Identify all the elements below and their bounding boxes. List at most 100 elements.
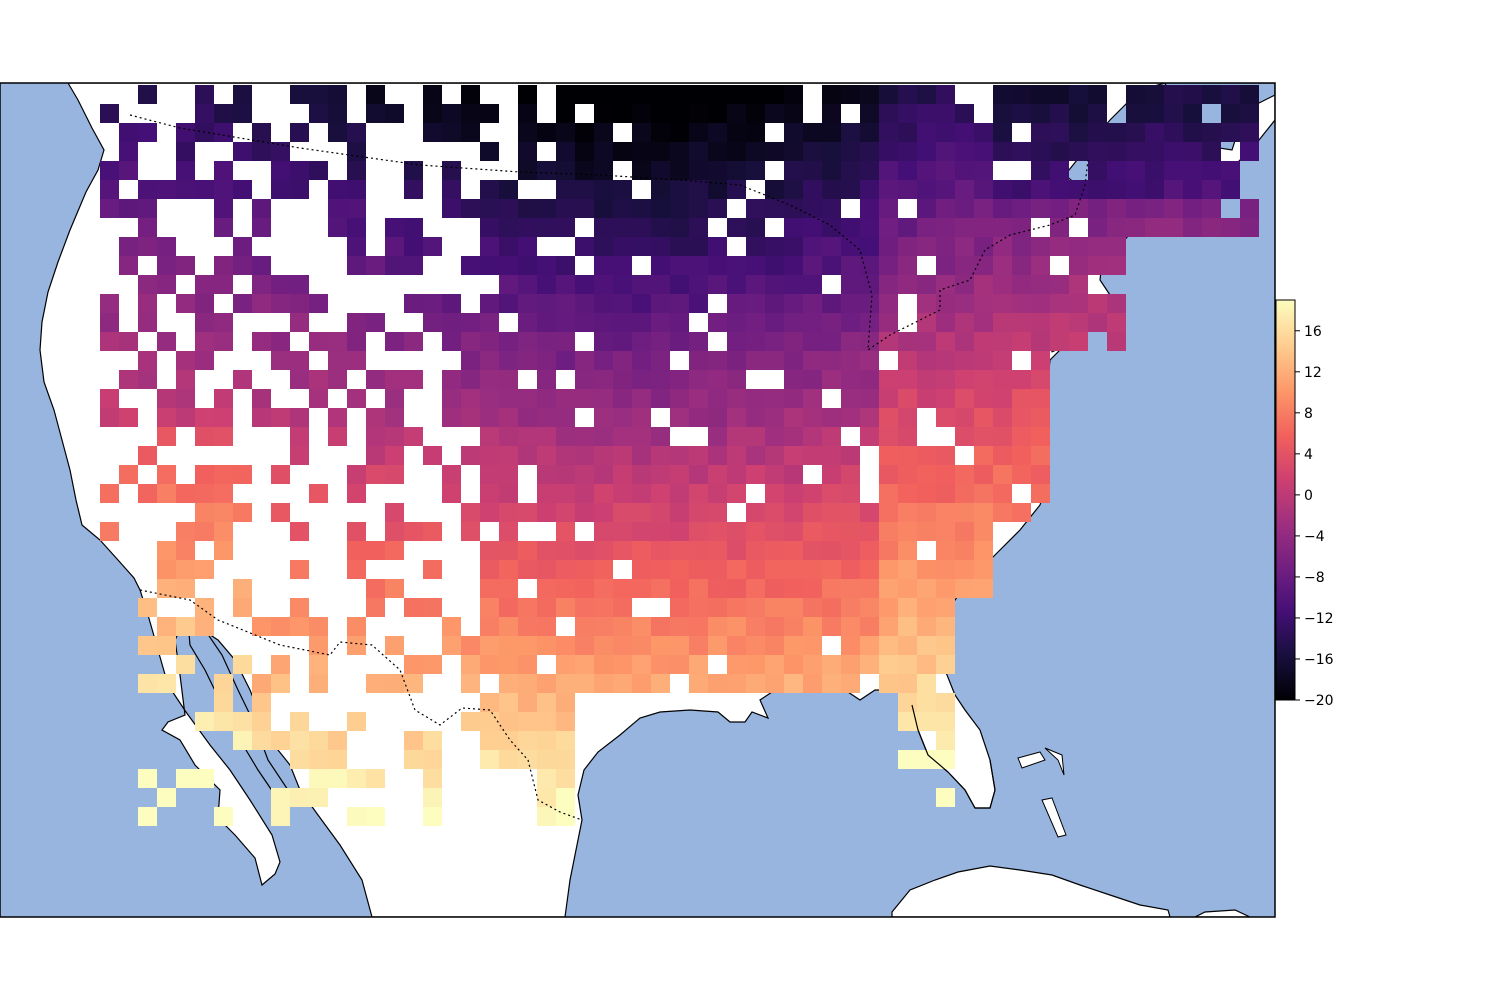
grid-cell (461, 655, 480, 674)
grid-cell (993, 389, 1012, 408)
grid-cell (594, 85, 613, 104)
grid-cell (138, 218, 157, 237)
grid-cell (689, 218, 708, 237)
grid-cell (1012, 104, 1031, 123)
grid-cell (822, 655, 841, 674)
grid-cell (841, 85, 860, 104)
grid-cell (176, 294, 195, 313)
grid-cell (214, 332, 233, 351)
grid-cell (632, 199, 651, 218)
grid-cell (556, 503, 575, 522)
grid-cell (765, 560, 784, 579)
grid-cell (803, 503, 822, 522)
grid-cell (974, 484, 993, 503)
colorbar-tick-label: −4 (1304, 529, 1325, 545)
grid-cell (1088, 199, 1107, 218)
grid-cell (1107, 180, 1126, 199)
grid-cell (309, 389, 328, 408)
grid-cell (993, 199, 1012, 218)
grid-cell (480, 199, 499, 218)
grid-cell (651, 180, 670, 199)
grid-cell (1012, 85, 1031, 104)
grid-cell (993, 180, 1012, 199)
grid-cell (1164, 104, 1183, 123)
grid-cell (1069, 123, 1088, 142)
colorbar-ticks: −20 −16 −12 −8 −4 0 4 8 12 16 (1295, 324, 1334, 709)
grid-cell (632, 332, 651, 351)
land-bahamas-3 (1041, 797, 1067, 838)
grid-cell (613, 142, 632, 161)
grid-cell (727, 655, 746, 674)
grid-cell (537, 807, 556, 826)
grid-cell (575, 465, 594, 484)
grid-cell (708, 351, 727, 370)
grid-cell (1050, 218, 1069, 237)
grid-cell (252, 142, 271, 161)
grid-cell (936, 617, 955, 636)
grid-cell (347, 161, 366, 180)
grid-cell (936, 560, 955, 579)
grid-cell (252, 332, 271, 351)
grid-cell (499, 617, 518, 636)
grid-cell (670, 161, 689, 180)
grid-cell (176, 123, 195, 142)
grid-cell (423, 446, 442, 465)
grid-cell (594, 579, 613, 598)
grid-cell (138, 769, 157, 788)
grid-cell (670, 85, 689, 104)
grid-cell (784, 218, 803, 237)
grid-cell (917, 123, 936, 142)
grid-cell (879, 104, 898, 123)
grid-cell (879, 389, 898, 408)
grid-cell (290, 85, 309, 104)
grid-cell (385, 465, 404, 484)
grid-cell (727, 142, 746, 161)
grid-cell (575, 427, 594, 446)
grid-cell (727, 408, 746, 427)
grid-cell (974, 256, 993, 275)
grid-cell (1145, 218, 1164, 237)
grid-cell (841, 503, 860, 522)
grid-cell (822, 579, 841, 598)
grid-cell (556, 427, 575, 446)
grid-cell (803, 313, 822, 332)
grid-cell (955, 275, 974, 294)
grid-cell (708, 674, 727, 693)
grid-cell (765, 674, 784, 693)
grid-cell (1088, 180, 1107, 199)
grid-cell (822, 104, 841, 123)
grid-cell (765, 104, 784, 123)
grid-cell (233, 104, 252, 123)
grid-cell (860, 560, 879, 579)
grid-cell (955, 522, 974, 541)
grid-cell (309, 85, 328, 104)
grid-cell (1126, 180, 1145, 199)
grid-cell (480, 655, 499, 674)
grid-cell (917, 370, 936, 389)
grid-cell (480, 541, 499, 560)
grid-cell (328, 199, 347, 218)
grid-cell (613, 579, 632, 598)
grid-cell (556, 484, 575, 503)
grid-cell (537, 674, 556, 693)
grid-cell (537, 579, 556, 598)
grid-cell (556, 769, 575, 788)
grid-cell (271, 655, 290, 674)
grid-cell (499, 750, 518, 769)
grid-cell (822, 161, 841, 180)
grid-cell (651, 522, 670, 541)
grid-cell (252, 693, 271, 712)
grid-cell (689, 522, 708, 541)
grid-cell (632, 275, 651, 294)
grid-cell (974, 313, 993, 332)
grid-cell (632, 85, 651, 104)
grid-cell (1183, 85, 1202, 104)
grid-cell (632, 655, 651, 674)
grid-cell (993, 503, 1012, 522)
grid-cell (157, 617, 176, 636)
grid-cell (442, 484, 461, 503)
grid-cell (518, 85, 537, 104)
grid-cell (480, 731, 499, 750)
grid-cell (404, 674, 423, 693)
land-hispaniola (1194, 909, 1251, 917)
